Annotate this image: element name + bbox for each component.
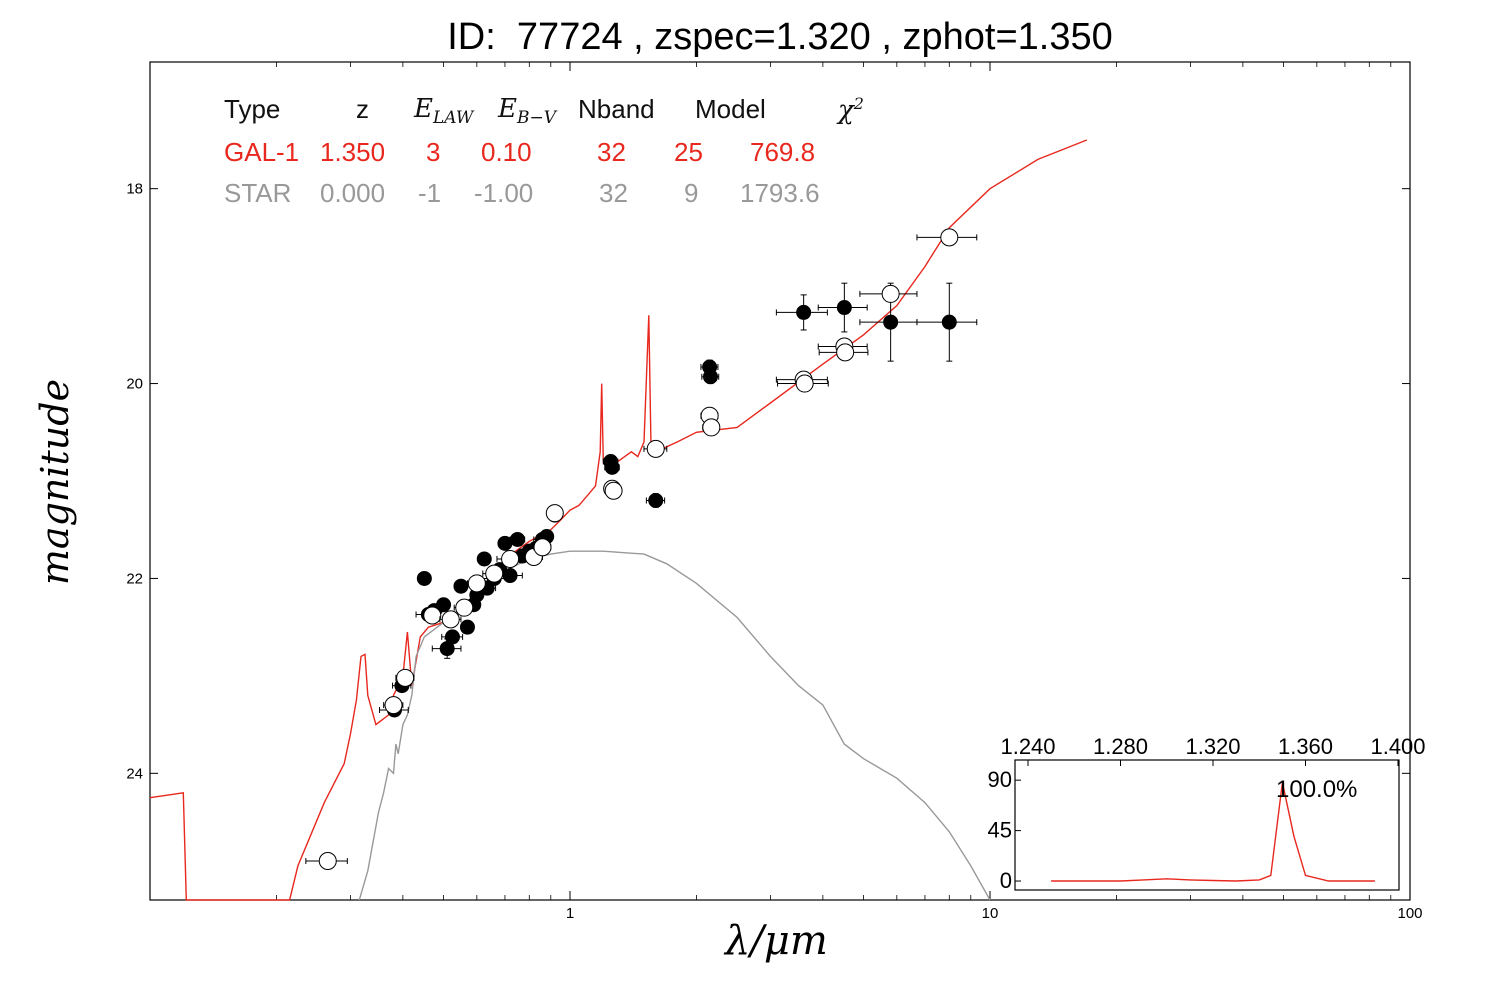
observed-point-open (604, 481, 623, 500)
table-header-type: Type (224, 94, 281, 124)
inset-y-tick-label: 45 (988, 818, 1012, 843)
observed-point-filled (502, 568, 518, 584)
observed-point-open (467, 574, 486, 593)
gal-type: GAL-1 (224, 137, 300, 167)
x-tick-label: 10 (982, 905, 999, 922)
x-tick-label: 100 (1397, 905, 1422, 922)
inset-annotation: 100.0% (1276, 776, 1358, 803)
observed-points (305, 228, 978, 871)
observed-point-open (455, 598, 474, 617)
star-elaw: -1 (418, 178, 442, 208)
observed-point-open (441, 610, 460, 629)
pdz-line (1051, 782, 1375, 882)
gal-elaw: 3 (426, 137, 441, 167)
observed-point-filled (476, 551, 492, 567)
observed-point-filled (453, 578, 469, 594)
x-tick-label: 1 (566, 905, 574, 922)
star-nband: 32 (599, 178, 628, 208)
inset-x-tick-label: 1.320 (1185, 734, 1240, 759)
star-model-curve (358, 550, 991, 901)
observed-point-open (702, 418, 721, 437)
table-header-z: z (356, 94, 369, 124)
table-header-ebv: EB−V (498, 94, 556, 129)
inset-pdz-curve (1051, 782, 1375, 882)
table-header-model: Model (695, 94, 766, 124)
inset-axis-ticks: 1.240 1.280 1.320 1.360 1.400 0 45 90 (988, 734, 1426, 893)
y-tick-label: 20 (126, 376, 143, 393)
star-type: STAR (224, 178, 292, 208)
observed-point-filled (510, 531, 526, 547)
observed-point-open (318, 852, 337, 871)
y-tick-label: 22 (126, 570, 143, 587)
inset-x-tick-label: 1.400 (1370, 734, 1425, 759)
observed-point-open (646, 439, 665, 458)
observed-point-open (396, 668, 415, 687)
table-header-elaw: ELAW (414, 94, 474, 129)
inset-x-tick-label: 1.360 (1278, 734, 1333, 759)
observed-point-open (795, 374, 814, 393)
table-header-chi2: χ2 (838, 94, 864, 126)
plot-frame (149, 61, 1411, 901)
observed-point-open (836, 343, 855, 362)
observed-point-filled (883, 314, 899, 330)
gal-chi2: 769.8 (750, 137, 816, 167)
observed-point-open (533, 538, 552, 557)
observed-point-filled (836, 300, 852, 316)
observed-point-filled (702, 369, 718, 385)
table-header-nband: Nband (578, 94, 655, 124)
observed-point-filled (796, 304, 812, 320)
star-chi2: 1793.6 (740, 178, 820, 208)
star-ebv: -1.00 (474, 178, 534, 208)
observed-point-filled (604, 459, 620, 475)
observed-point-open (545, 504, 564, 523)
observed-point-filled (436, 597, 452, 613)
gal-nband: 32 (597, 137, 626, 167)
model-curves (149, 139, 1088, 901)
observed-point-open (384, 696, 403, 715)
gal-ebv: 0.10 (481, 137, 532, 167)
y-tick-label: 24 (126, 765, 143, 782)
observed-point-filled (459, 619, 475, 635)
x-axis-label: λ/μm (725, 918, 828, 964)
observed-point-open (423, 606, 442, 625)
inset-x-tick-label: 1.240 (1000, 734, 1055, 759)
observed-point-open (881, 284, 900, 303)
observed-point-filled (648, 492, 664, 508)
observed-point-open (940, 228, 959, 247)
observed-point-filled (444, 629, 460, 645)
inset-background (1014, 759, 1400, 891)
gal-z: 1.350 (320, 137, 386, 167)
galaxy-model-curve (149, 139, 1088, 901)
page-title: ID: 77724 , zspec=1.320 , zphot=1.350 (447, 16, 1113, 58)
inset-y-tick-label: 90 (988, 767, 1012, 792)
observed-point-open (485, 564, 504, 583)
observed-point-open (501, 549, 520, 568)
gal-model: 25 (674, 137, 703, 167)
main-axis-ticks: 1 10 100 18 20 22 24 (126, 62, 1423, 922)
y-axis-label: magnitude (33, 378, 78, 586)
star-z: 0.000 (320, 178, 386, 208)
inset-x-tick-label: 1.280 (1093, 734, 1148, 759)
observed-point-filled (416, 570, 432, 586)
observed-point-filled (941, 314, 957, 330)
star-model: 9 (684, 178, 699, 208)
inset-y-tick-label: 0 (1000, 868, 1012, 893)
y-tick-label: 18 (126, 181, 143, 198)
